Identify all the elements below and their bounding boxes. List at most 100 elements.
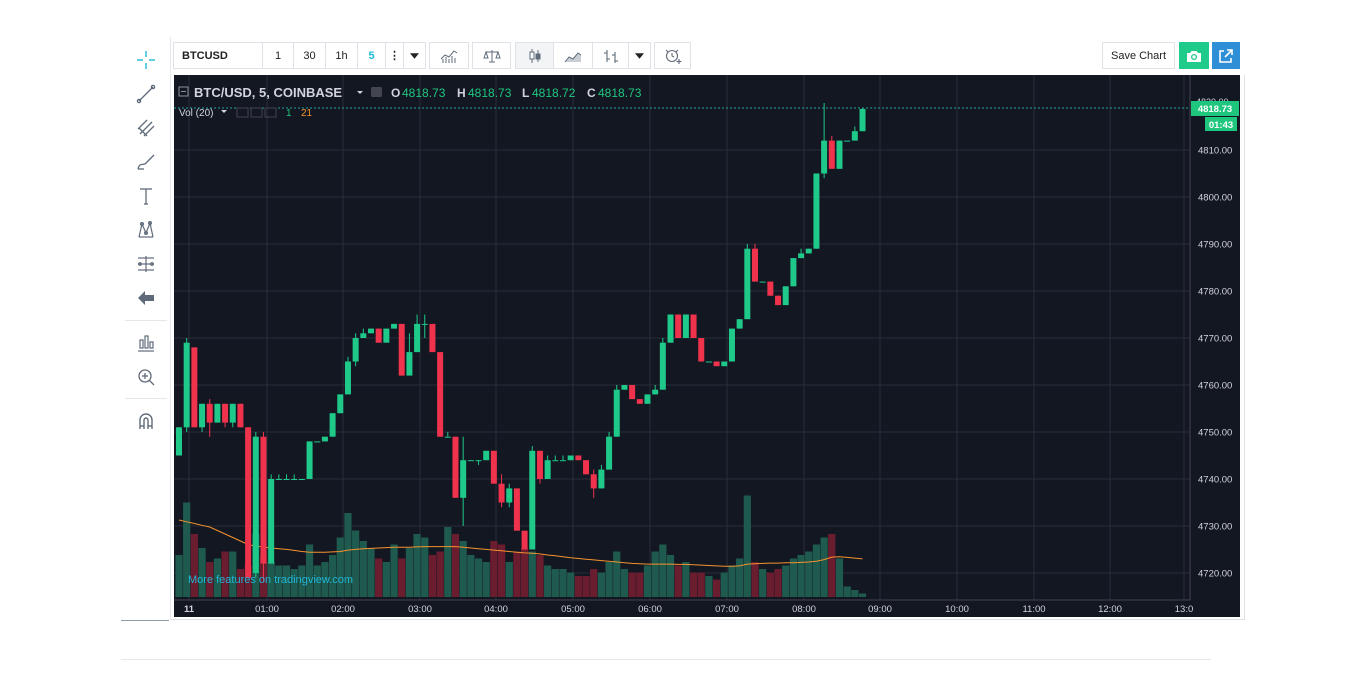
more-intervals-button[interactable]: ⋮ xyxy=(386,42,404,69)
prediction-measure-icon[interactable] xyxy=(121,249,171,279)
volume-bar xyxy=(428,555,437,597)
save-chart-button[interactable]: Save Chart xyxy=(1102,42,1175,69)
candle-body xyxy=(629,385,636,400)
volume-bar xyxy=(267,562,275,597)
candle-body xyxy=(536,450,543,479)
candle-body xyxy=(214,403,221,423)
pattern-icon[interactable] xyxy=(121,215,171,245)
volume-bar xyxy=(221,551,229,597)
low-value: 4818.72 xyxy=(532,86,576,100)
candle-body xyxy=(206,403,213,423)
series-menu-chevron-icon[interactable] xyxy=(357,91,363,94)
volume-bar xyxy=(421,537,429,597)
pitchfork-icon[interactable] xyxy=(121,113,171,143)
volume-bar xyxy=(497,544,506,597)
series-title[interactable]: BTC/USD, 5, COINBASE xyxy=(194,85,342,100)
high-label: H xyxy=(457,86,466,100)
interval-dropdown-button[interactable] xyxy=(404,42,426,69)
volume-indicator-title[interactable]: Vol (20) xyxy=(179,108,213,119)
volume-bar xyxy=(766,572,774,597)
chart-style-dropdown-button[interactable] xyxy=(629,42,651,69)
volume-bar xyxy=(313,565,321,597)
interval-30-button[interactable]: 30 xyxy=(294,42,326,69)
price-chart[interactable]: 4810.00 4800.00 4790.00 4780.00 4770.00 4760.… xyxy=(174,75,1240,617)
interval-1-button[interactable]: 1 xyxy=(263,42,294,69)
indicators-button[interactable] xyxy=(472,42,511,69)
area-chart-icon xyxy=(564,51,582,62)
interval-label: 5 xyxy=(368,49,375,62)
price-tick-label: 4790.00 xyxy=(1198,240,1232,251)
volume-bar xyxy=(689,572,698,597)
volume-settings-icon[interactable] xyxy=(250,107,263,118)
volume-bar xyxy=(843,586,851,597)
compare-button[interactable] xyxy=(429,42,469,69)
candle-body xyxy=(529,450,536,550)
price-tick-label: 4800.00 xyxy=(1198,193,1232,204)
arrow-left-icon[interactable] xyxy=(121,283,171,313)
candle-body xyxy=(813,173,820,249)
visibility-eye-icon[interactable] xyxy=(371,87,382,97)
alert-button[interactable] xyxy=(654,42,691,69)
price-tick-label: 4780.00 xyxy=(1198,287,1232,298)
trend-line-icon[interactable] xyxy=(121,79,171,109)
candle-body xyxy=(775,295,782,306)
crosshair-icon[interactable] xyxy=(121,45,171,75)
volume-bar xyxy=(559,569,567,597)
volume-menu-chevron-icon[interactable] xyxy=(221,110,227,113)
volume-bar xyxy=(206,562,214,597)
candle-body xyxy=(275,479,282,480)
bars-style-button[interactable] xyxy=(593,42,629,69)
symbol-search-input[interactable]: BTCUSD xyxy=(173,42,263,69)
time-tick-label: 10:00 xyxy=(945,604,969,615)
brush-icon[interactable] xyxy=(121,147,171,177)
time-axis xyxy=(174,600,1190,617)
volume-hide-icon[interactable] xyxy=(236,107,249,118)
volume-bar xyxy=(674,565,682,597)
volume-bar xyxy=(290,569,298,597)
open-label: O xyxy=(391,86,400,100)
candle-body xyxy=(314,441,321,443)
volume-bar xyxy=(636,572,644,597)
candle-body xyxy=(606,436,613,470)
area-style-button[interactable] xyxy=(554,42,593,69)
ohlc-bars-icon xyxy=(603,49,618,63)
volume-bar xyxy=(375,558,383,597)
time-tick-label: 08:00 xyxy=(792,604,816,615)
magnet-icon[interactable] xyxy=(121,406,171,436)
candle-body xyxy=(260,436,267,564)
volume-bar xyxy=(574,576,582,597)
promo-link[interactable]: More features on tradingview.com xyxy=(188,574,353,586)
snapshot-button[interactable] xyxy=(1179,42,1209,69)
zoom-in-icon[interactable] xyxy=(121,362,171,392)
popout-button[interactable] xyxy=(1212,42,1240,69)
volume-bar xyxy=(352,530,360,597)
chevron-down-icon xyxy=(410,52,419,59)
candle-body xyxy=(306,441,313,479)
interval-1h-button[interactable]: 1h xyxy=(326,42,358,69)
interval-label: 1h xyxy=(335,49,348,62)
candle-body xyxy=(552,460,559,462)
interval-5-button[interactable]: 5 xyxy=(358,42,386,69)
bar-countdown: 01:43 xyxy=(1209,120,1233,131)
candle-body xyxy=(360,333,367,338)
text-tool-icon[interactable] xyxy=(121,181,171,211)
candle-body xyxy=(429,323,436,353)
volume-bar xyxy=(697,572,705,597)
candle-body xyxy=(252,436,259,573)
volume-bar xyxy=(812,544,821,597)
candle-body xyxy=(337,394,344,414)
candle-body xyxy=(567,455,574,461)
volume-bar xyxy=(528,551,536,597)
candles-style-button[interactable] xyxy=(515,42,554,69)
collapse-legend-icon[interactable] xyxy=(178,86,189,97)
candle-body xyxy=(521,530,528,550)
price-tick-label: 4770.00 xyxy=(1198,334,1232,345)
volume-bar xyxy=(329,555,337,597)
candle-body xyxy=(544,460,551,479)
scales-icon xyxy=(482,49,501,62)
measure-icon[interactable] xyxy=(121,328,171,358)
volume-bar xyxy=(236,569,245,597)
volume-remove-icon[interactable] xyxy=(264,107,277,118)
volume-bar xyxy=(820,537,828,597)
volume-bar xyxy=(275,565,283,597)
